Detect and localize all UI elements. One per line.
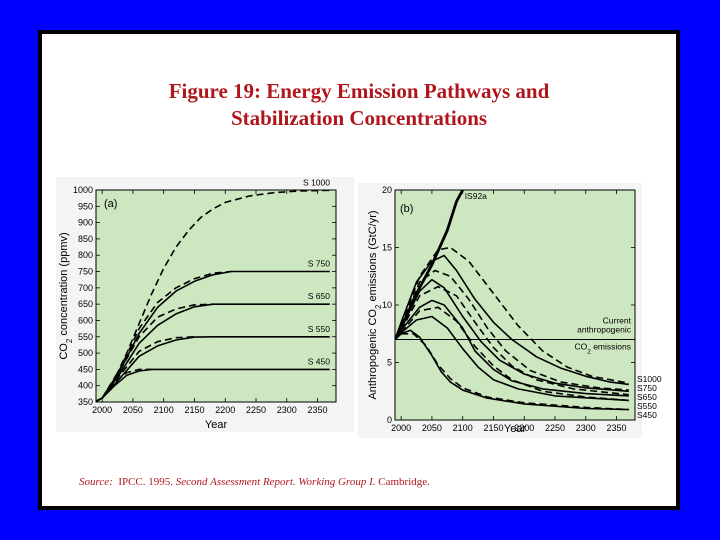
x-tick-label: 2050 [123, 405, 143, 415]
x-tick-label: 2250 [246, 405, 266, 415]
plot-frame [95, 189, 337, 403]
x-tick-label: 2150 [184, 405, 204, 415]
series-line-dashed-6 [400, 285, 629, 396]
series-line-dashed-8 [400, 306, 629, 402]
x-tick-label: 2000 [391, 423, 411, 433]
series-group [395, 190, 635, 411]
y-tick-label: 450 [78, 364, 93, 374]
x-tick-label: 2200 [215, 405, 235, 415]
series-label: S650 [637, 392, 657, 402]
series-line-dashed-8 [101, 368, 152, 399]
panel-tag: (b) [400, 203, 413, 215]
x-tick-label: 2250 [545, 423, 565, 433]
y-axis-label-part: Anthropogenic CO [367, 309, 379, 400]
series-line-dashed-6 [101, 336, 195, 399]
y-axis-label-part: 2 [374, 304, 383, 309]
series-line-dashed-10 [401, 333, 629, 411]
x-tick-label: 2300 [576, 423, 596, 433]
y-tick-label: 20 [382, 185, 392, 195]
x-tick-label: 2100 [154, 405, 174, 415]
source-place: Cambridge. [378, 476, 430, 488]
y-tick-label: 0 [387, 415, 392, 425]
source-label: Source: [79, 476, 113, 488]
slide-title: Figure 19: Energy Emission Pathways and … [42, 78, 676, 132]
series-label: S 1000 [303, 177, 330, 187]
y-tick-label: 500 [78, 348, 93, 358]
reference-label-part: CO [574, 342, 587, 352]
series-label: S 550 [308, 324, 330, 334]
y-tick-label: 750 [78, 267, 93, 277]
series-line-s450 [395, 329, 629, 411]
series-label: S 450 [308, 356, 330, 366]
x-tick-label: 2300 [277, 405, 297, 415]
reference-label-line: anthropogenic [577, 325, 632, 335]
y-tick-label: 800 [78, 250, 93, 260]
y-axis-label: Anthropogenic CO2 emissions (GtC/yr) [367, 210, 383, 399]
x-tick-label: 2100 [453, 423, 473, 433]
chart-panel-b: 2000 2050 2100 2150 2200 2250 2300 2350 0 5 10 15 20… [358, 183, 662, 438]
source-work: Second Assessment Report. Working Group … [175, 476, 376, 488]
reference-label-part: emissions [591, 342, 631, 352]
x-tick-label: 2350 [308, 405, 328, 415]
series-label: S1000 [637, 374, 662, 384]
y-axis-label-part: CO [58, 343, 70, 360]
y-axis-label-part: concentration (ppmv) [58, 232, 70, 338]
y-axis-label: CO2 concentration (ppmv) [58, 232, 74, 359]
series-label: S750 [637, 383, 657, 393]
y-tick-label: 550 [78, 332, 93, 342]
y-tick-label: 700 [78, 283, 93, 293]
title-line-2: Stabilization Concentrations [230, 106, 488, 130]
series-line-s1000 [96, 190, 330, 402]
reference-label-co2: CO2 emissions [574, 342, 631, 356]
y-axis-label-part: emissions (GtC/yr) [367, 210, 379, 304]
x-tick-label: 2050 [422, 423, 442, 433]
series-line-dashed-2 [400, 246, 629, 384]
plot-area [395, 190, 635, 420]
series-line-s650 [395, 299, 629, 397]
reference-label-part: 2 [587, 348, 591, 355]
chart-panel-a: 2000 2050 2100 2150 2200 2250 2300 2350 350 400 45… [56, 177, 354, 432]
y-tick-label: 900 [78, 218, 93, 228]
y-tick-label: 950 [78, 201, 93, 211]
panel-tag: (a) [104, 198, 117, 210]
y-tick-label: 350 [78, 397, 93, 407]
x-tick-label: 2150 [483, 423, 503, 433]
source-org: IPCC. 1995. [118, 476, 174, 488]
x-axis-label: Year [504, 423, 527, 435]
title-line-1: Figure 19: Energy Emission Pathways and [168, 79, 550, 103]
series-line-s750 [395, 278, 629, 393]
y-tick-label: 850 [78, 234, 93, 244]
x-tick-label: 2200 [514, 423, 534, 433]
series-label: S 650 [308, 291, 330, 301]
y-tick-label: 5 [387, 358, 392, 368]
y-tick-label: 400 [78, 381, 93, 391]
x-tick-label: 2000 [92, 405, 112, 415]
y-tick-label: 10 [382, 300, 392, 310]
y-tick-label: 15 [382, 243, 392, 253]
y-tick-label: 600 [78, 315, 93, 325]
y-axis-label-part: 2 [65, 338, 74, 343]
series-line-s550 [395, 315, 629, 402]
series-label: S450 [637, 410, 657, 420]
series-line-dashed-2 [101, 270, 232, 399]
y-tick-label: 650 [78, 299, 93, 309]
series-label: S550 [637, 401, 657, 411]
source-citation: Source: IPCC. 1995. Second Assessment Re… [79, 476, 430, 488]
series-label: S 750 [308, 259, 330, 269]
y-tick-label: 1000 [73, 185, 93, 195]
series-label-is92a: IS92a [465, 191, 487, 201]
reference-label-line: Current [603, 316, 632, 326]
series-line-dashed-4 [400, 269, 629, 391]
x-tick-label: 2350 [607, 423, 627, 433]
series-line-dashed-4 [101, 303, 213, 399]
plot-area [96, 190, 336, 402]
series-group [96, 190, 330, 402]
x-axis-label: Year [205, 419, 228, 431]
